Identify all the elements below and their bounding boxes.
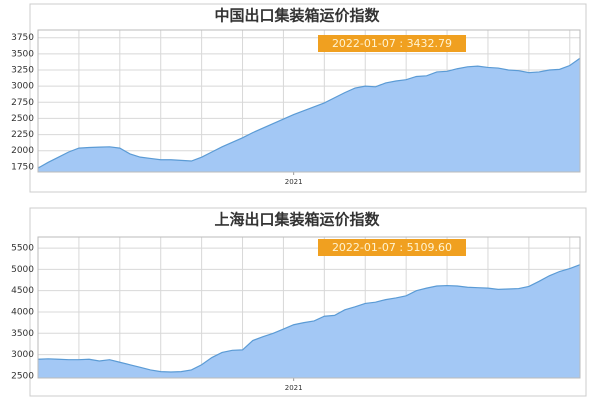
x-tick-label: 2021 xyxy=(285,178,303,186)
area xyxy=(38,58,580,172)
y-tick-label: 5500 xyxy=(11,244,34,254)
y-tick-label: 2500 xyxy=(11,371,34,381)
y-tick-label: 5000 xyxy=(11,265,34,275)
chart-title: 上海出口集装箱运价指数 xyxy=(214,211,380,229)
y-tick-label: 2500 xyxy=(11,114,34,124)
line xyxy=(37,264,581,373)
plot-frame xyxy=(37,29,581,173)
chart-frame xyxy=(29,3,587,193)
chart-title: 中国出口集装箱运价指数 xyxy=(214,7,380,25)
y-tick-label: 2000 xyxy=(11,146,34,156)
y-tick-label: 3500 xyxy=(11,329,34,339)
plot-frame xyxy=(37,236,581,379)
y-tick-label: 3250 xyxy=(11,66,34,76)
annotation: 2022-01-07 : 3432.79 xyxy=(332,37,452,50)
line xyxy=(37,57,581,169)
y-tick-label: 2250 xyxy=(11,130,34,140)
y-tick-label: 3500 xyxy=(11,49,34,59)
y-tick-label: 4000 xyxy=(11,307,34,317)
y-tick-label: 3750 xyxy=(11,33,34,43)
y-tick-label: 1750 xyxy=(11,162,34,172)
annotation: 2022-01-07 : 5109.60 xyxy=(332,241,452,254)
area xyxy=(38,264,580,378)
y-tick-label: 4500 xyxy=(11,286,34,296)
y-tick-label: 3000 xyxy=(11,82,34,92)
annotation-box xyxy=(318,35,466,52)
y-tick-label: 2750 xyxy=(11,98,34,108)
annotation-box xyxy=(318,239,466,256)
y-tick-label: 3000 xyxy=(11,350,34,360)
x-tick-label: 2021 xyxy=(285,384,303,392)
chart-frame xyxy=(29,207,587,397)
